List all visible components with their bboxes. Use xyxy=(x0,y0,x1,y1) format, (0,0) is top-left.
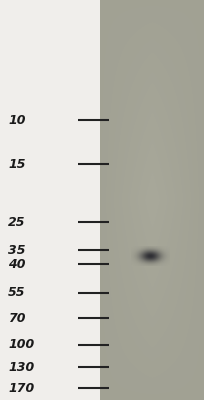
Bar xyxy=(100,0,204,400)
Text: 10: 10 xyxy=(8,114,26,126)
Text: 15: 15 xyxy=(8,158,26,170)
Text: 100: 100 xyxy=(8,338,34,351)
Text: 55: 55 xyxy=(8,286,26,299)
Text: 130: 130 xyxy=(8,361,34,374)
Text: 40: 40 xyxy=(8,258,26,270)
Text: 170: 170 xyxy=(8,382,34,394)
Text: 25: 25 xyxy=(8,216,26,228)
Text: 35: 35 xyxy=(8,244,26,256)
Text: 70: 70 xyxy=(8,312,26,324)
